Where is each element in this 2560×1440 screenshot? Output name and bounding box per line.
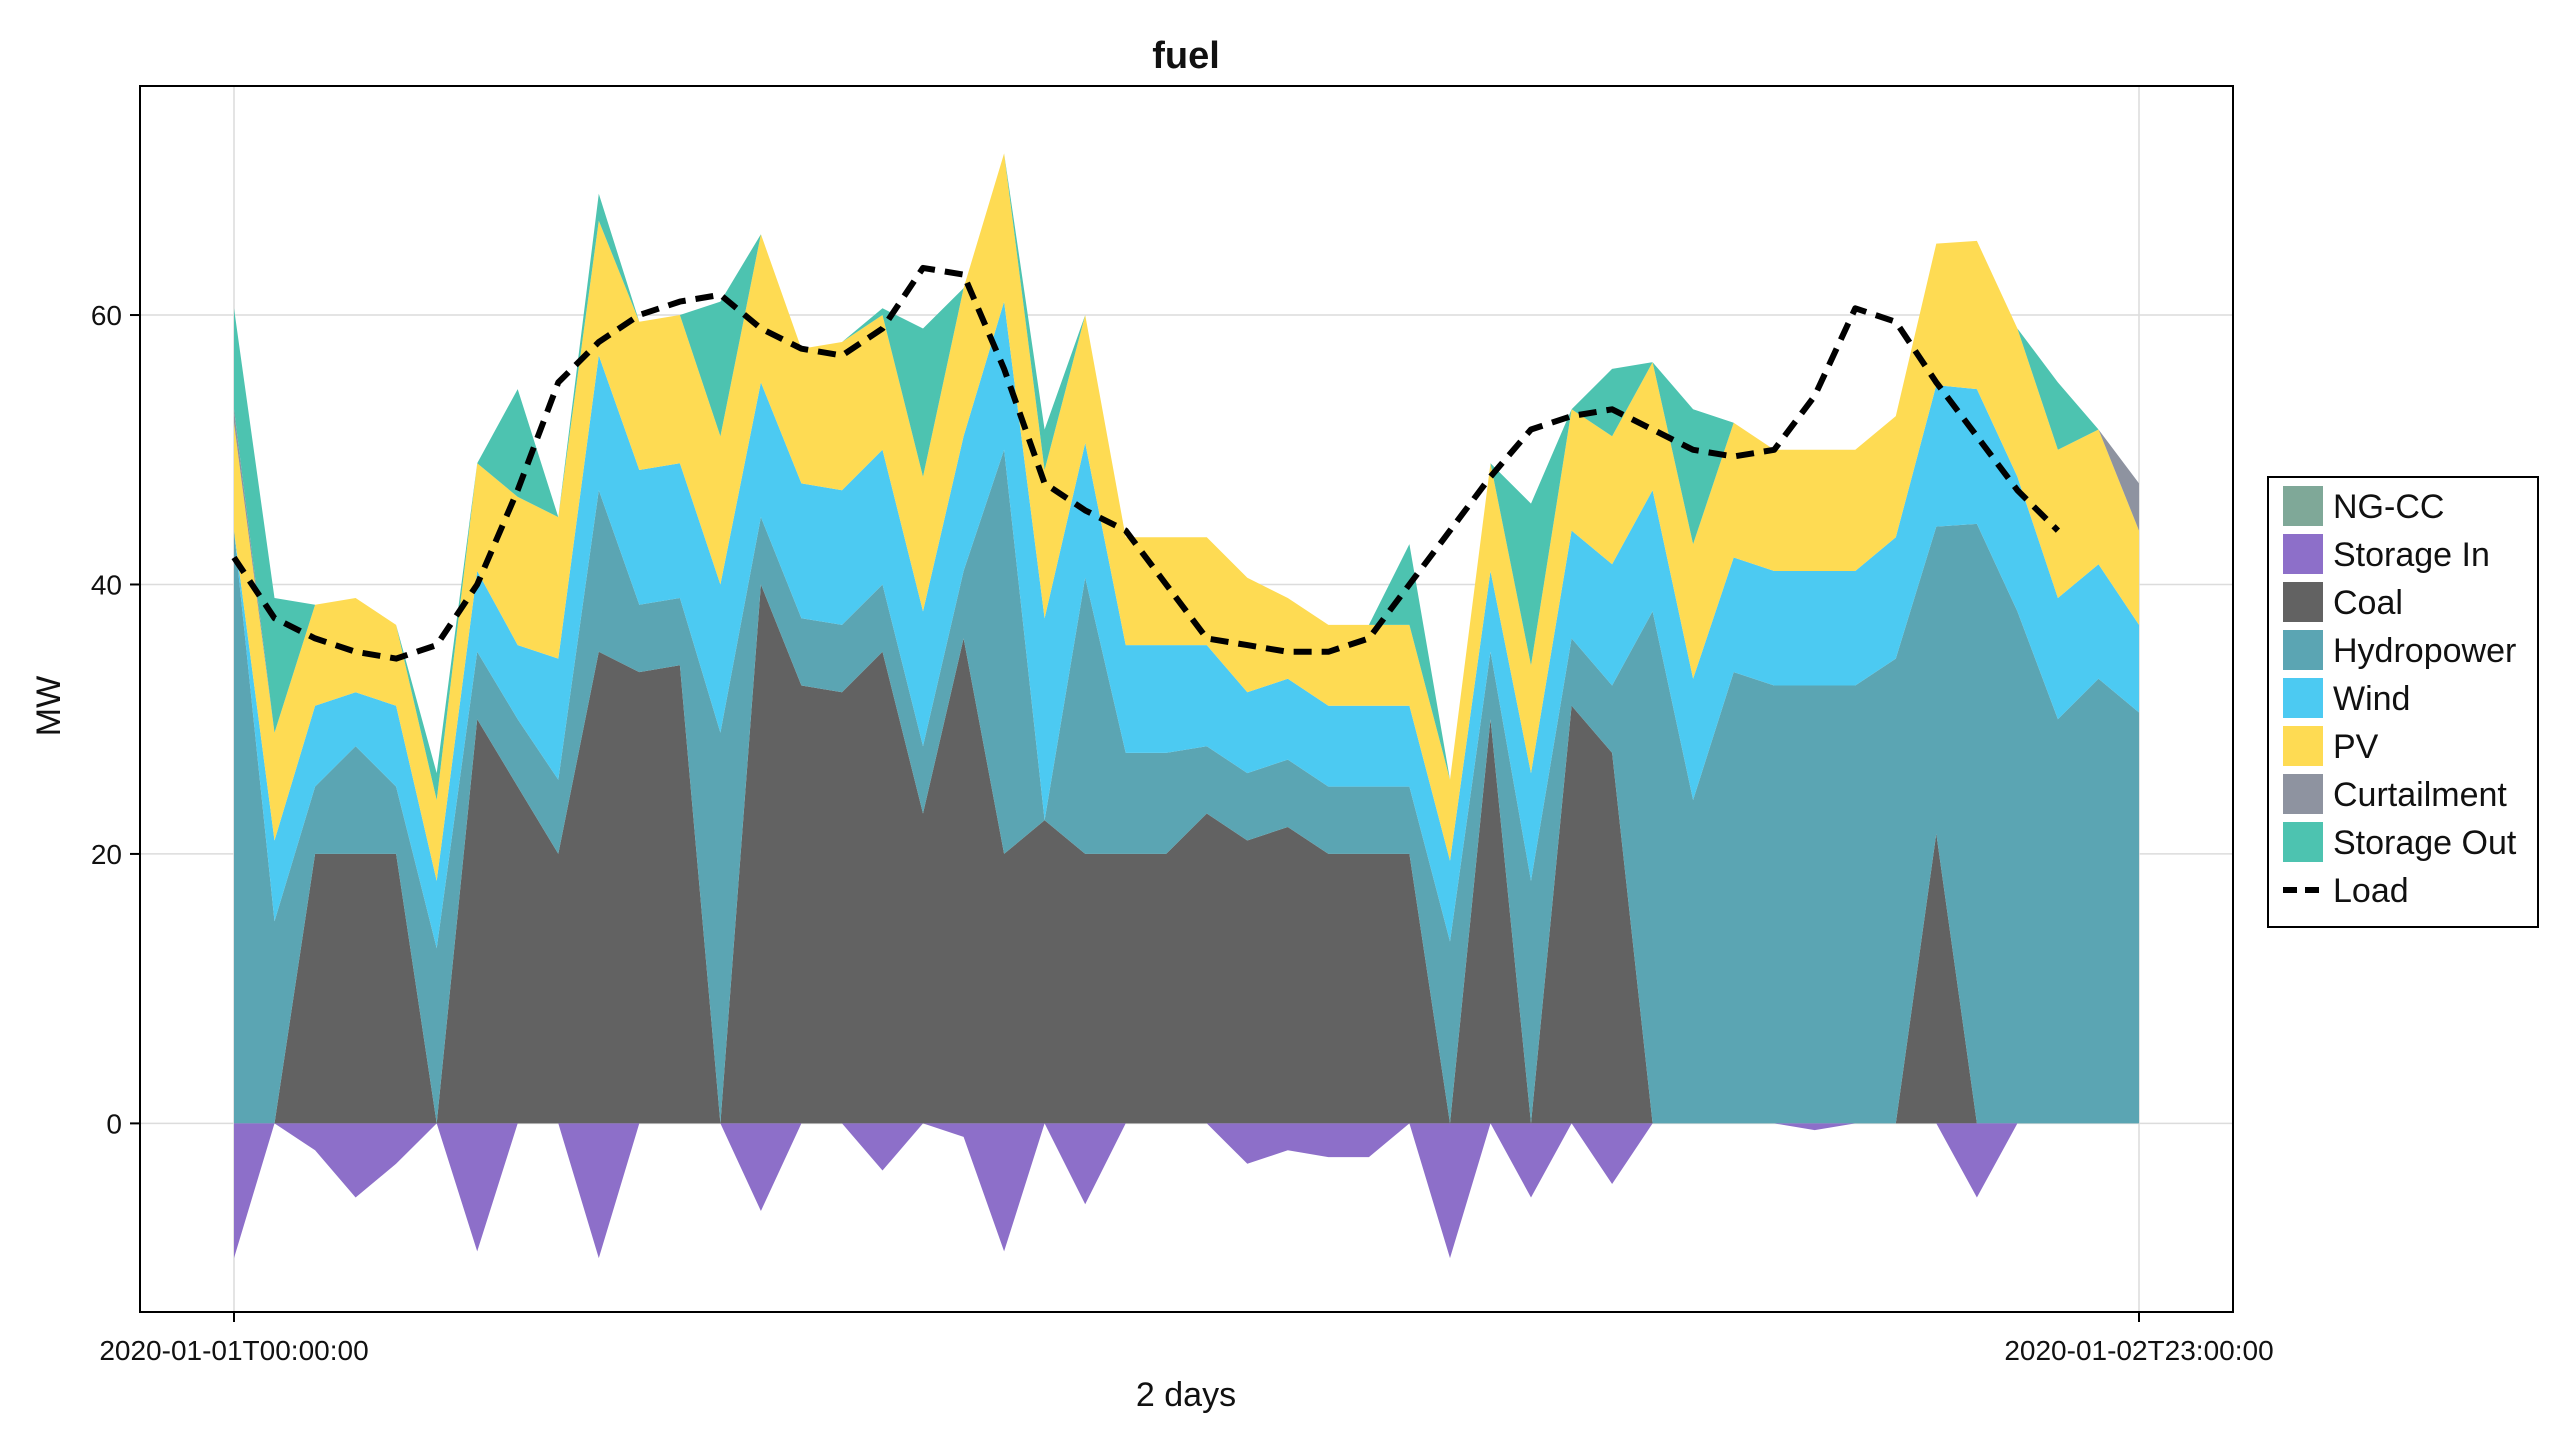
legend-label-ng-cc: NG-CC (2333, 488, 2444, 526)
legend-label-coal: Coal (2333, 584, 2403, 622)
y-axis-title: MW (30, 676, 68, 736)
legend-swatch-pv (2283, 726, 2323, 766)
legend-label-curtailment: Curtailment (2333, 776, 2507, 814)
area-hydropower (234, 449, 2139, 1124)
legend-label-storage-in: Storage In (2333, 536, 2490, 574)
stacked-areas (234, 153, 2139, 1259)
legend-swatch-hydropower (2283, 630, 2323, 670)
legend-label-storage-out: Storage Out (2333, 824, 2517, 862)
y-tick-label: 60 (91, 300, 122, 331)
area-pv (234, 153, 2139, 881)
legend: NG-CC Storage In Coal Hydropower Wind PV Curta… (2267, 476, 2539, 928)
legend-swatch-storage-out (2283, 822, 2323, 862)
load-line (231, 264, 2061, 662)
legend-swatch-wind (2283, 678, 2323, 718)
x-axis-title: 2 days (1136, 1376, 1236, 1414)
area-storage-in (234, 1123, 2139, 1259)
legend-swatch-storage-in (2283, 534, 2323, 574)
area-storage-out (234, 153, 2139, 800)
x-tick-label: 2020-01-02T23:00:00 (2004, 1335, 2273, 1366)
x-tick-label: 2020-01-01T00:00:00 (99, 1335, 368, 1366)
legend-label-pv: PV (2333, 728, 2379, 766)
load-line-layer (231, 264, 2061, 662)
area-coal (234, 584, 2139, 1124)
legend-label-wind: Wind (2333, 680, 2410, 718)
legend-label-hydropower: Hydropower (2333, 632, 2516, 670)
legend-label-load: Load (2333, 872, 2409, 910)
legend-swatch-coal (2283, 582, 2323, 622)
axis-ticks: 0 20 40 60 2020-01-01T00:00:00 2020-01-02T23:… (91, 300, 2274, 1366)
y-tick-label: 40 (91, 569, 122, 600)
y-tick-label: 20 (91, 839, 122, 870)
plot-frame (139, 85, 2234, 1313)
legend-swatch-curtailment (2283, 774, 2323, 814)
y-tick-label: 0 (106, 1108, 122, 1139)
chart-title: fuel (1152, 35, 1220, 77)
area-wind (234, 301, 2139, 949)
legend-swatch-ng-cc (2283, 486, 2323, 526)
